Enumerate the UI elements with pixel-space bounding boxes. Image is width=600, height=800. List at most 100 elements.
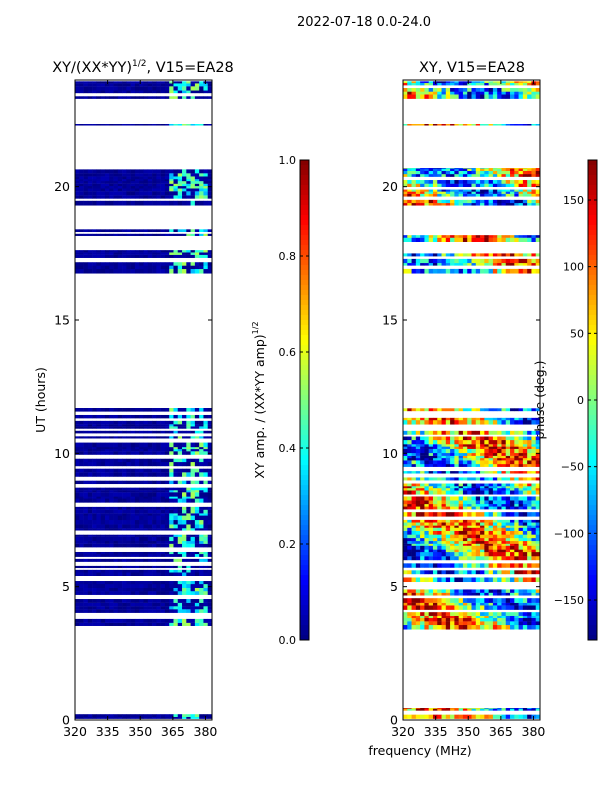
heatmap-cell bbox=[531, 527, 537, 531]
heatmap-cell bbox=[522, 94, 528, 99]
heatmap-cell bbox=[471, 556, 477, 561]
heatmap-cell bbox=[109, 420, 114, 425]
heatmap-cell bbox=[514, 530, 519, 535]
colorbar-segment bbox=[300, 405, 309, 411]
heatmap-cell bbox=[497, 168, 502, 171]
heatmap-cell bbox=[527, 268, 532, 274]
heatmap-cell bbox=[130, 572, 136, 576]
heatmap-cell bbox=[522, 540, 528, 544]
heatmap-cell bbox=[83, 436, 89, 439]
heatmap-cell bbox=[450, 537, 455, 542]
heatmap-cell bbox=[527, 534, 532, 539]
heatmap-cell bbox=[454, 471, 459, 474]
heatmap-cell bbox=[492, 563, 498, 568]
heatmap-cell bbox=[454, 455, 459, 459]
heatmap-cell bbox=[535, 519, 541, 523]
heatmap-cell bbox=[169, 200, 174, 206]
heatmap-cell bbox=[126, 451, 131, 455]
heatmap-cell bbox=[164, 524, 170, 529]
heatmap-cell bbox=[117, 81, 123, 84]
heatmap-cell bbox=[445, 82, 451, 86]
heatmap-cell bbox=[160, 176, 166, 180]
heatmap-cell bbox=[484, 180, 489, 184]
heatmap-cell bbox=[411, 612, 417, 616]
heatmap-cell bbox=[432, 490, 438, 495]
heatmap-cell bbox=[199, 262, 204, 266]
heatmap-cell bbox=[424, 253, 429, 257]
heatmap-cell bbox=[92, 188, 97, 192]
heatmap-cell bbox=[518, 540, 524, 544]
heatmap-cell bbox=[139, 583, 144, 588]
heatmap-cell bbox=[134, 420, 140, 425]
heatmap-cell bbox=[156, 414, 161, 419]
heatmap-cell bbox=[156, 461, 161, 467]
heatmap-cell bbox=[492, 191, 498, 194]
heatmap-cell bbox=[475, 486, 481, 489]
heatmap-cell bbox=[462, 170, 468, 175]
heatmap-cell bbox=[518, 199, 524, 204]
heatmap-cell bbox=[437, 193, 442, 197]
heatmap-cell bbox=[475, 168, 481, 169]
heatmap-cell bbox=[510, 170, 515, 175]
heatmap-cell bbox=[152, 265, 157, 270]
heatmap-cell bbox=[458, 191, 464, 194]
heatmap-cell bbox=[139, 265, 144, 270]
heatmap-cell bbox=[104, 414, 110, 419]
heatmap-cell bbox=[160, 492, 166, 497]
heatmap-cell bbox=[454, 170, 459, 175]
heatmap-cell bbox=[190, 714, 196, 717]
heatmap-cell bbox=[79, 176, 84, 180]
heatmap-cell bbox=[194, 602, 200, 607]
heatmap-cell bbox=[156, 622, 161, 626]
heatmap-cell bbox=[122, 200, 127, 206]
heatmap-cell bbox=[527, 457, 532, 461]
x-tick-label: 320 bbox=[391, 724, 415, 739]
heatmap-cell bbox=[445, 417, 451, 421]
heatmap-cell bbox=[122, 534, 127, 537]
heatmap-cell bbox=[130, 540, 136, 544]
heatmap-cell bbox=[407, 170, 412, 175]
heatmap-cell bbox=[462, 483, 468, 487]
heatmap-cell bbox=[177, 265, 183, 270]
heatmap-cell bbox=[471, 612, 477, 616]
heatmap-cell bbox=[117, 83, 123, 87]
heatmap-cell bbox=[143, 509, 149, 514]
heatmap-cell bbox=[522, 189, 528, 192]
heatmap-cell bbox=[501, 589, 507, 593]
heatmap-cell bbox=[492, 592, 498, 596]
heatmap-cell bbox=[497, 551, 502, 557]
heatmap-cell bbox=[126, 599, 131, 603]
heatmap-cell bbox=[467, 183, 472, 187]
heatmap-cell bbox=[531, 617, 537, 622]
heatmap-cell bbox=[518, 486, 524, 489]
heatmap-cell bbox=[501, 253, 507, 257]
heatmap-cell bbox=[156, 229, 161, 233]
heatmap-cell bbox=[203, 515, 209, 521]
heatmap-cell bbox=[92, 176, 97, 180]
heatmap-cell bbox=[143, 446, 149, 450]
heatmap-cell bbox=[415, 570, 421, 575]
heatmap-cell bbox=[130, 606, 136, 610]
heatmap-cell bbox=[79, 195, 84, 199]
heatmap-cell bbox=[96, 442, 101, 448]
heatmap-cell bbox=[527, 617, 532, 622]
heatmap-cell bbox=[514, 471, 519, 474]
heatmap-cell bbox=[113, 183, 119, 187]
heatmap-cell bbox=[164, 169, 170, 174]
heatmap-cell bbox=[96, 179, 101, 182]
heatmap-cell bbox=[100, 513, 106, 516]
heatmap-cell bbox=[497, 235, 502, 238]
heatmap-cell bbox=[134, 262, 140, 266]
heatmap-cell bbox=[497, 545, 502, 550]
heatmap-cell bbox=[445, 487, 451, 491]
heatmap-cell bbox=[75, 540, 80, 544]
heatmap-cell bbox=[505, 522, 511, 526]
heatmap-cell bbox=[488, 183, 494, 187]
heatmap-cell bbox=[454, 168, 459, 169]
heatmap-cell bbox=[113, 229, 119, 233]
heatmap-cell bbox=[531, 455, 537, 459]
heatmap-cell bbox=[415, 592, 421, 596]
heatmap-cell bbox=[173, 618, 179, 623]
heatmap-cell bbox=[109, 528, 114, 531]
heatmap-cell bbox=[134, 195, 140, 199]
